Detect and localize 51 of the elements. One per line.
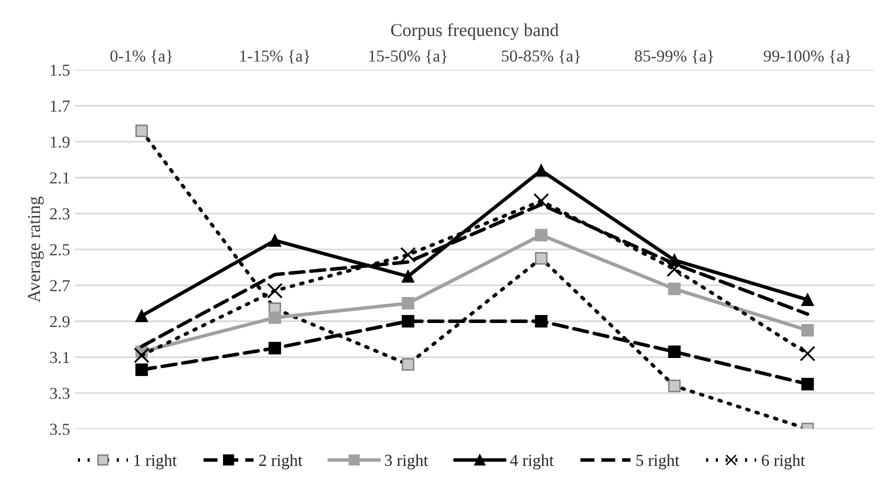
point xyxy=(400,246,416,263)
point xyxy=(402,270,414,283)
legend-label: 3 right xyxy=(384,454,428,470)
x-tick-label: 85-99% {a} xyxy=(634,50,714,64)
x-tick-label: 1-15% {a} xyxy=(240,50,310,64)
x-axis-title: Corpus frequency band xyxy=(391,23,559,40)
x-tick-label: 50-85% {a} xyxy=(502,50,580,64)
y-tick-label: 3.5 xyxy=(50,424,70,435)
point xyxy=(668,346,681,358)
point xyxy=(801,293,814,306)
point xyxy=(801,378,814,390)
legend-label: 1 right xyxy=(134,454,177,470)
y-tick-label: 2.5 xyxy=(50,244,70,256)
point xyxy=(266,282,283,299)
point xyxy=(402,297,414,310)
point xyxy=(135,124,148,138)
legend-label: 4 right xyxy=(510,454,554,470)
point xyxy=(534,164,548,177)
y-tick-label: 2.9 xyxy=(50,316,70,328)
point xyxy=(268,311,282,324)
point xyxy=(534,315,548,328)
y-tick-label: 1.5 xyxy=(50,64,70,76)
y-tick-label: 3.3 xyxy=(50,388,70,400)
legend-label: 2 right xyxy=(259,454,302,470)
y-axis-title: Average rating xyxy=(28,196,44,302)
point xyxy=(268,342,282,354)
point xyxy=(800,346,816,362)
y-tick-label: 2.7 xyxy=(50,280,70,292)
y-tick-label: 2.1 xyxy=(50,172,70,184)
point xyxy=(666,261,682,278)
point xyxy=(534,228,548,242)
x-tick-label: 15-50% {a} xyxy=(369,50,447,64)
point xyxy=(135,363,148,376)
point xyxy=(534,252,548,265)
y-tick-label: 1.9 xyxy=(50,136,70,148)
point xyxy=(134,348,150,364)
x-tick-label: 0-1% {a} xyxy=(110,50,172,64)
point xyxy=(402,358,414,371)
point xyxy=(533,193,550,209)
point xyxy=(135,310,148,322)
point xyxy=(268,234,282,247)
y-tick-label: 2.3 xyxy=(50,208,70,220)
y-tick-label: 1.7 xyxy=(50,100,70,112)
x-tick-label: 99-100% {a} xyxy=(764,50,850,64)
point xyxy=(801,324,814,336)
legend-label: 5 right xyxy=(636,454,680,470)
point xyxy=(668,282,681,296)
point xyxy=(402,315,414,328)
y-tick-label: 3.1 xyxy=(50,352,70,364)
legend-label: 6 right xyxy=(762,454,805,470)
point xyxy=(668,380,681,392)
